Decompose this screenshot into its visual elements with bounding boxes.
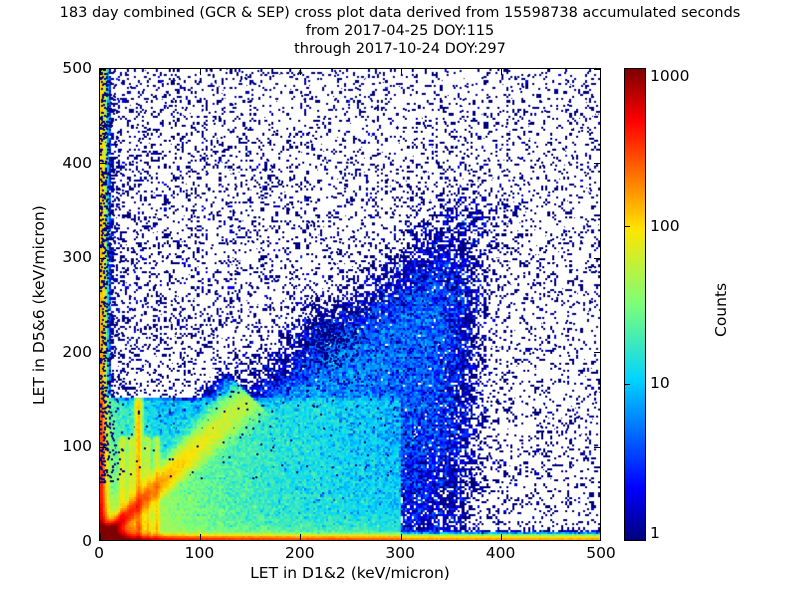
y-tick-mark bbox=[100, 163, 106, 165]
colorbar-tick-label: 10 bbox=[650, 374, 670, 393]
x-tick-mark bbox=[501, 69, 503, 75]
figure-title: 183 day combined (GCR & SEP) cross plot … bbox=[0, 4, 800, 58]
plot-area bbox=[99, 68, 601, 541]
x-tick-label: 300 bbox=[385, 544, 415, 562]
y-tick-label: 200 bbox=[62, 342, 92, 361]
x-tick-mark bbox=[100, 534, 101, 540]
x-tick-label: 400 bbox=[485, 544, 516, 562]
x-tick-mark bbox=[400, 534, 402, 540]
y-tick-mark bbox=[100, 69, 106, 70]
colorbar-tick-label: 1000 bbox=[650, 67, 690, 85]
x-axis-title: LET in D1&2 (keV/micron) bbox=[250, 564, 450, 582]
title-line-2: from 2017-04-25 DOY:115 bbox=[305, 23, 495, 39]
y-tick-mark bbox=[100, 446, 106, 448]
title-line-3: through 2017-10-24 DOY:297 bbox=[294, 41, 506, 57]
x-tick-mark bbox=[100, 69, 101, 75]
y-tick-label: 100 bbox=[62, 437, 92, 456]
x-tick-mark bbox=[199, 69, 201, 75]
y-tick-mark bbox=[594, 352, 600, 354]
x-tick-label: 200 bbox=[285, 544, 315, 562]
y-tick-mark bbox=[594, 69, 600, 70]
x-tick-mark bbox=[199, 534, 201, 540]
y-tick-mark bbox=[100, 352, 106, 354]
title-line-1: 183 day combined (GCR & SEP) cross plot … bbox=[59, 5, 741, 21]
colorbar-gradient bbox=[625, 69, 645, 540]
x-tick-mark bbox=[300, 534, 302, 540]
y-tick-mark bbox=[594, 446, 600, 448]
colorbar bbox=[624, 68, 646, 541]
y-tick-label: 0 bbox=[82, 532, 92, 550]
x-tick-mark bbox=[501, 534, 503, 540]
x-tick-label: 100 bbox=[184, 544, 215, 562]
colorbar-tick-mark bbox=[625, 226, 630, 228]
x-tick-label: 500 bbox=[586, 544, 616, 562]
y-tick-mark bbox=[594, 257, 600, 259]
colorbar-tick-label: 100 bbox=[650, 216, 680, 235]
y-tick-label: 300 bbox=[62, 248, 92, 267]
x-tick-label: 0 bbox=[94, 544, 104, 562]
x-tick-mark bbox=[300, 69, 302, 75]
colorbar-tick-label: 1 bbox=[650, 524, 660, 542]
colorbar-tick-mark bbox=[625, 383, 630, 385]
y-tick-mark bbox=[100, 257, 106, 259]
y-axis-title: LET in D5&6 (keV/micron) bbox=[30, 205, 48, 405]
x-tick-mark bbox=[400, 69, 402, 75]
colorbar-title: Counts bbox=[712, 282, 730, 337]
y-tick-mark bbox=[594, 163, 600, 165]
density-scatter-canvas bbox=[100, 69, 600, 540]
y-tick-label: 500 bbox=[62, 59, 92, 77]
y-tick-label: 400 bbox=[62, 153, 92, 172]
